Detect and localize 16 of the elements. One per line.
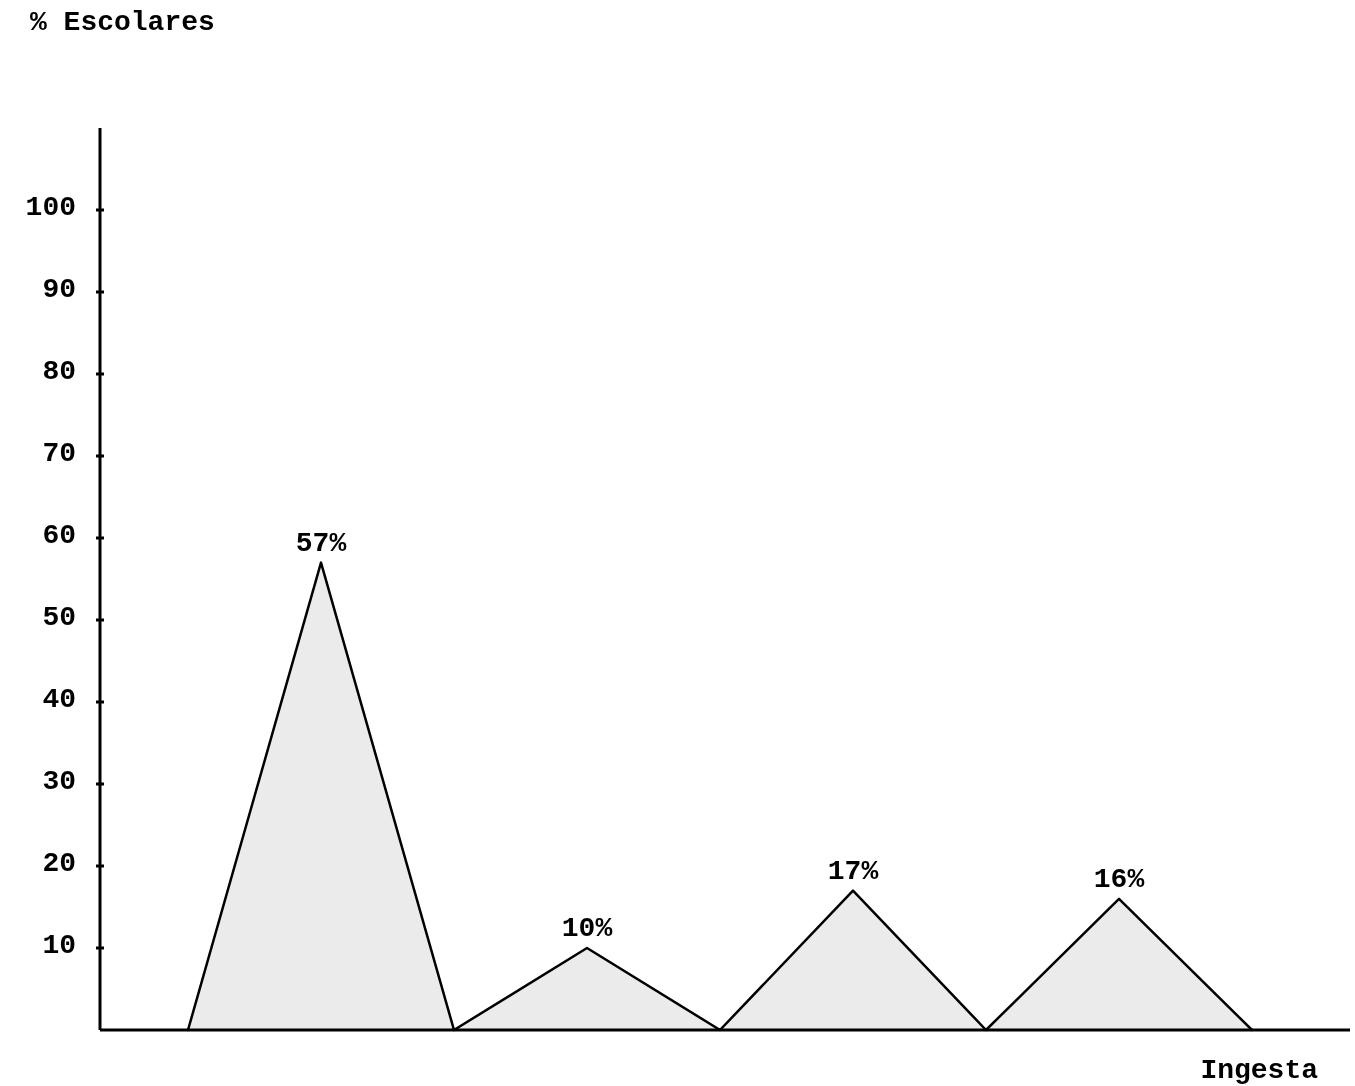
y-tick-label: 20 — [42, 847, 76, 879]
y-tick-label: 10 — [42, 929, 76, 961]
y-tick-label: 60 — [42, 519, 76, 551]
y-tick-label: 50 — [42, 601, 76, 633]
data-label: 17% — [827, 855, 879, 887]
y-tick-label: 40 — [42, 683, 76, 715]
y-axis-title: % Escolares — [30, 7, 215, 38]
data-label: 57% — [295, 527, 347, 559]
y-tick-label: 100 — [25, 191, 76, 223]
data-label: 16% — [1093, 863, 1145, 895]
y-tick-label: 80 — [42, 355, 76, 387]
data-label: 10% — [561, 913, 613, 944]
y-tick-label: 90 — [42, 273, 76, 305]
y-tick-label: 30 — [42, 765, 76, 797]
y-tick-label: 70 — [42, 437, 76, 469]
x-axis-title: Ingesta — [1200, 1055, 1319, 1086]
